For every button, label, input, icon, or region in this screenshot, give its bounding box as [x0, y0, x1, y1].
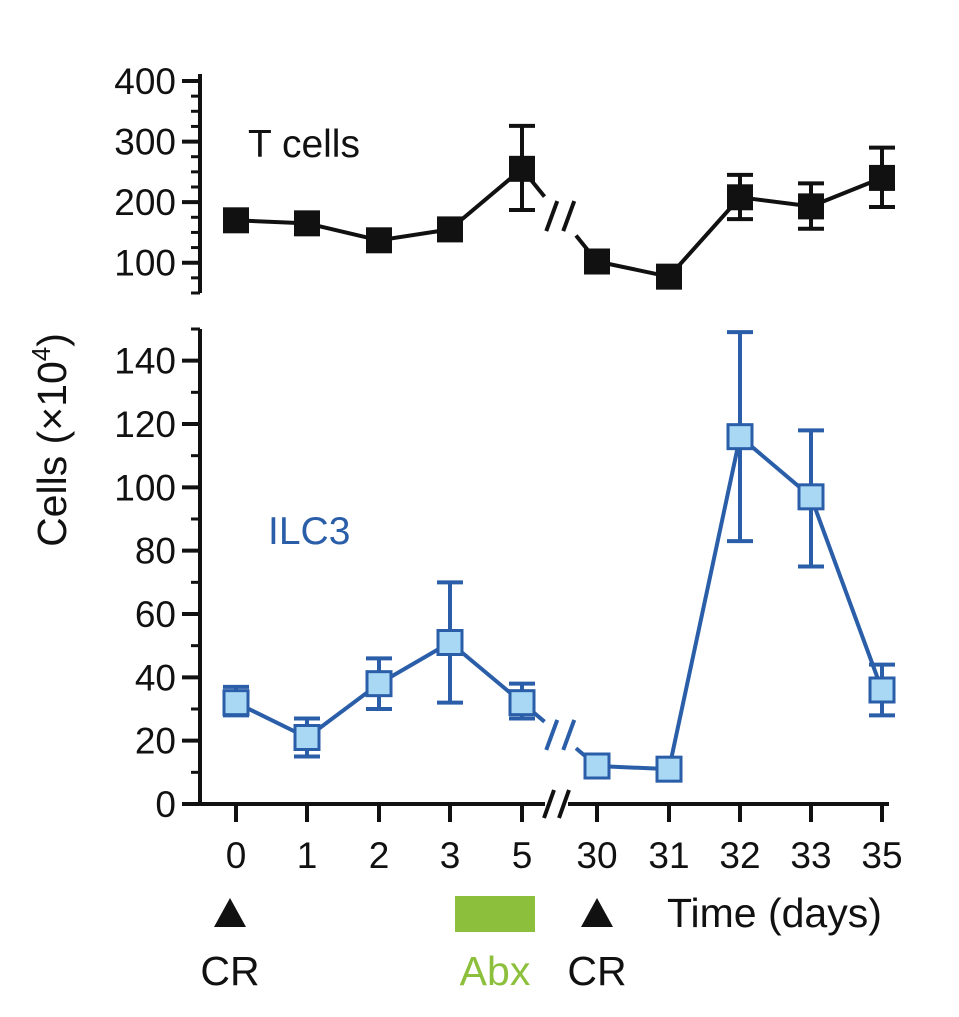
- ilc3-marker: [222, 689, 250, 717]
- x-tick-label: 31: [648, 835, 689, 876]
- cr-arrow-1: [214, 898, 246, 927]
- ilc3-y-tick-label: 140: [114, 341, 176, 382]
- tcells-y-tick-label: 100: [114, 243, 176, 284]
- ilc3-y-tick-label: 20: [135, 721, 176, 762]
- ilc3-marker: [436, 629, 464, 656]
- x-tick-label: 32: [719, 835, 760, 876]
- x-tick-label: 33: [790, 835, 831, 876]
- tcells-marker: [727, 184, 753, 211]
- ilc3-marker: [797, 483, 825, 511]
- ilc3-y-tick-label: 60: [135, 594, 176, 635]
- tcells-marker: [294, 210, 320, 237]
- tcells-y-tick-label: 400: [114, 61, 176, 102]
- ilc3-break-slash: [544, 719, 560, 751]
- tcells-y-tick-label: 200: [114, 182, 176, 223]
- y-axis-label-end: ): [29, 333, 75, 347]
- cr-label-1: CR: [200, 948, 259, 994]
- tcells-break-slash: [544, 200, 560, 232]
- x-axis-break-slash: [542, 789, 556, 819]
- ilc3-line-segment: [667, 436, 742, 770]
- tcells-marker: [223, 207, 249, 234]
- x-tick-label: 3: [440, 835, 461, 876]
- y-axis-label-main: Cells (×10: [29, 361, 75, 547]
- cr-arrow-2: [581, 898, 613, 927]
- ilc3-y-tick-label: 0: [155, 784, 176, 825]
- tcells-line-segment: [667, 195, 742, 278]
- ilc3-line-segment: [809, 496, 884, 691]
- x-tick-label: 30: [576, 835, 617, 876]
- tcells-break-slash: [561, 200, 577, 232]
- ilc3-marker: [583, 752, 611, 780]
- tcells-marker: [366, 227, 392, 254]
- abx-label: Abx: [460, 948, 531, 994]
- x-axis-break-slash: [557, 789, 571, 819]
- tcells-marker: [656, 263, 682, 290]
- ilc3-marker: [655, 755, 683, 783]
- ilc3-y-tick-label: 80: [135, 531, 176, 572]
- x-tick-label: 0: [226, 835, 247, 876]
- x-axis-label: Time (days): [667, 890, 882, 936]
- cr-label-2: CR: [567, 948, 626, 994]
- tcells-marker: [509, 155, 535, 182]
- ilc3-y-tick-label: 100: [114, 467, 176, 508]
- tcells-panel: 100 200 300 400: [114, 61, 895, 295]
- x-tick-label: 35: [861, 835, 902, 876]
- y-axis-label-superscript: 4: [26, 347, 56, 361]
- abx-bar: [455, 896, 535, 932]
- ilc3-marker: [365, 670, 393, 698]
- y-axis-label: Cells (×104): [26, 333, 75, 547]
- ilc3-break-slash: [561, 719, 577, 751]
- x-tick-label: 5: [512, 835, 533, 876]
- ilc3-y-tick-label: 40: [135, 657, 176, 698]
- ilc3-marker: [726, 423, 754, 451]
- ilc3-marker: [508, 689, 536, 717]
- x-tick-label: 2: [369, 835, 390, 876]
- tcells-series-label: T cells: [248, 123, 360, 166]
- tcells-y-tick-label: 300: [114, 122, 176, 163]
- tcells-marker: [798, 193, 824, 220]
- tcells-marker: [584, 248, 610, 275]
- ilc3-marker: [868, 676, 896, 704]
- x-tick-label: 1: [297, 835, 318, 876]
- tcells-marker: [869, 164, 895, 191]
- ilc3-series-label: ILC3: [268, 510, 350, 553]
- ilc3-marker: [293, 724, 321, 751]
- ilc3-y-tick-label: 120: [114, 404, 176, 445]
- tcells-marker: [437, 216, 463, 243]
